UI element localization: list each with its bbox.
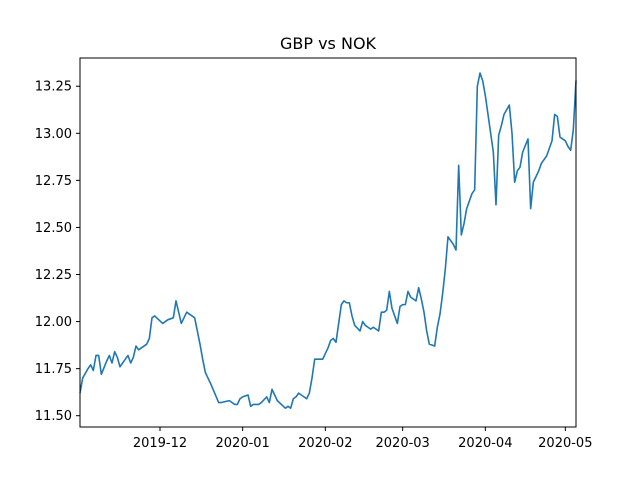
y-tick-label: 12.50 xyxy=(35,221,72,236)
y-tick-label: 13.25 xyxy=(35,80,72,95)
x-tick-label: 2020-01 xyxy=(216,436,270,451)
x-tick-label: 2020-03 xyxy=(376,436,430,451)
y-tick-label: 12.00 xyxy=(35,315,72,330)
series-line-0 xyxy=(79,72,577,409)
y-tick-label: 12.75 xyxy=(35,174,72,189)
x-tick-label: 2020-02 xyxy=(298,436,352,451)
x-tick-label: 2019-12 xyxy=(133,436,187,451)
x-tick-label: 2020-04 xyxy=(458,436,512,451)
y-axis: 11.50 11.75 12.00 12.25 12.50 12.75 13.00 13.25 xyxy=(35,80,80,424)
plot-frame xyxy=(79,57,577,428)
x-axis: 2019-12 2020-01 2020-02 2020-03 2020-04 2020-… xyxy=(133,427,592,451)
chart-title: GBP vs NOK xyxy=(280,34,377,53)
series-layer xyxy=(79,72,577,409)
y-tick-label: 11.50 xyxy=(35,409,72,424)
y-tick-label: 11.75 xyxy=(35,362,72,377)
y-tick-label: 13.00 xyxy=(35,127,72,142)
x-tick-label: 2020-05 xyxy=(538,436,592,451)
y-tick-label: 12.25 xyxy=(35,268,72,283)
